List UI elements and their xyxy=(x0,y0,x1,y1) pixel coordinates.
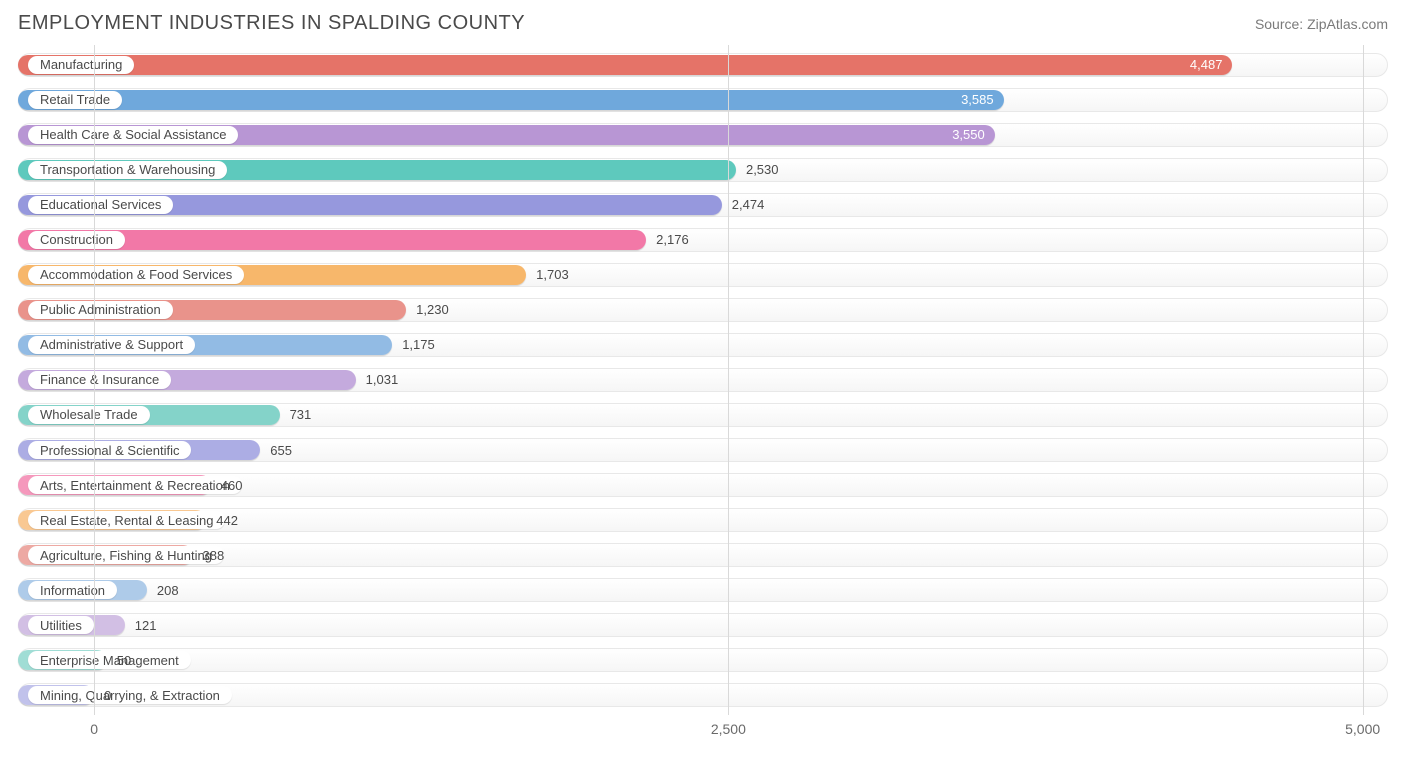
bar-row: Utilities 121 xyxy=(18,611,1388,639)
bar-label: Construction xyxy=(28,231,125,249)
chart-source: Source: ZipAtlas.com xyxy=(1255,16,1388,32)
chart-header: EMPLOYMENT INDUSTRIES IN SPALDING COUNTY… xyxy=(18,12,1388,35)
bar-label: Professional & Scientific xyxy=(28,441,191,459)
bar-track xyxy=(18,578,1388,602)
bar-row: Agriculture, Fishing & Hunting388 xyxy=(18,541,1388,569)
bar-value: 50 xyxy=(107,646,131,674)
source-prefix: Source: xyxy=(1255,16,1303,32)
bar-value: 731 xyxy=(280,401,312,429)
source-name: ZipAtlas.com xyxy=(1307,16,1388,32)
bar-row: Accommodation & Food Services 1,703 xyxy=(18,261,1388,289)
bar-label: Mining, Quarrying, & Extraction xyxy=(28,686,232,704)
bar-container: Manufacturing4,487 Retail Trade3,585 Healt… xyxy=(18,45,1388,715)
chart-area: Manufacturing4,487 Retail Trade3,585 Healt… xyxy=(18,45,1388,745)
bar-value: 1,031 xyxy=(356,366,399,394)
bar-row: Public Administration 1,230 xyxy=(18,296,1388,324)
bar-row: Information 208 xyxy=(18,576,1388,604)
bar-label: Educational Services xyxy=(28,196,173,214)
x-axis: 0 2,500 5,000 xyxy=(18,715,1388,745)
bar-value: 0 xyxy=(94,681,111,709)
bar-row: Enterprise Management50 xyxy=(18,646,1388,674)
bar-label: Utilities xyxy=(28,616,94,634)
bar-row: Construction 2,176 xyxy=(18,226,1388,254)
bar-row: Arts, Entertainment & Recreation460 xyxy=(18,471,1388,499)
bar-value: 121 xyxy=(125,611,157,639)
bar-row: Finance & Insurance 1,031 xyxy=(18,366,1388,394)
bar-value: 442 xyxy=(206,506,238,534)
bar-track xyxy=(18,648,1388,672)
bar-row: Mining, Quarrying, & Extraction0 xyxy=(18,681,1388,709)
bar-row: Professional & Scientific 655 xyxy=(18,436,1388,464)
bar-row: Real Estate, Rental & Leasing442 xyxy=(18,506,1388,534)
bar-label: Information xyxy=(28,581,117,599)
x-tick-label: 5,000 xyxy=(1345,721,1380,737)
x-tick-label: 0 xyxy=(90,721,98,737)
gridline xyxy=(94,45,95,715)
bar-label: Finance & Insurance xyxy=(28,371,171,389)
bar-track xyxy=(18,613,1388,637)
bar-value: 3,585 xyxy=(18,86,1004,114)
bar-label: Real Estate, Rental & Leasing xyxy=(28,511,225,529)
bar-value: 1,175 xyxy=(392,331,435,359)
bar-value: 2,176 xyxy=(646,226,689,254)
bar-value: 4,487 xyxy=(18,51,1232,79)
bar-row: Manufacturing4,487 xyxy=(18,51,1388,79)
bar-value: 1,703 xyxy=(526,261,569,289)
bar-value: 3,550 xyxy=(18,121,995,149)
bar-row: Health Care & Social Assistance3,550 xyxy=(18,121,1388,149)
bar-value: 388 xyxy=(193,541,225,569)
bar-label: Wholesale Trade xyxy=(28,406,150,424)
bar-value: 2,530 xyxy=(736,156,779,184)
bar-label: Public Administration xyxy=(28,301,173,319)
gridline xyxy=(1363,45,1364,715)
bar-value: 460 xyxy=(211,471,243,499)
bar-value: 655 xyxy=(260,436,292,464)
gridline xyxy=(728,45,729,715)
x-tick-label: 2,500 xyxy=(711,721,746,737)
bar-value: 208 xyxy=(147,576,179,604)
bar-label: Accommodation & Food Services xyxy=(28,266,244,284)
bar-label: Transportation & Warehousing xyxy=(28,161,227,179)
bar-row: Educational Services2,474 xyxy=(18,191,1388,219)
bar-label: Administrative & Support xyxy=(28,336,195,354)
bar-row: Administrative & Support 1,175 xyxy=(18,331,1388,359)
bar-value: 1,230 xyxy=(406,296,449,324)
bar-row: Transportation & Warehousing 2,530 xyxy=(18,156,1388,184)
chart-title: EMPLOYMENT INDUSTRIES IN SPALDING COUNTY xyxy=(18,12,525,35)
chart-plot: Manufacturing4,487 Retail Trade3,585 Healt… xyxy=(18,45,1388,715)
bar-row: Retail Trade3,585 xyxy=(18,86,1388,114)
bar-row: Wholesale Trade 731 xyxy=(18,401,1388,429)
